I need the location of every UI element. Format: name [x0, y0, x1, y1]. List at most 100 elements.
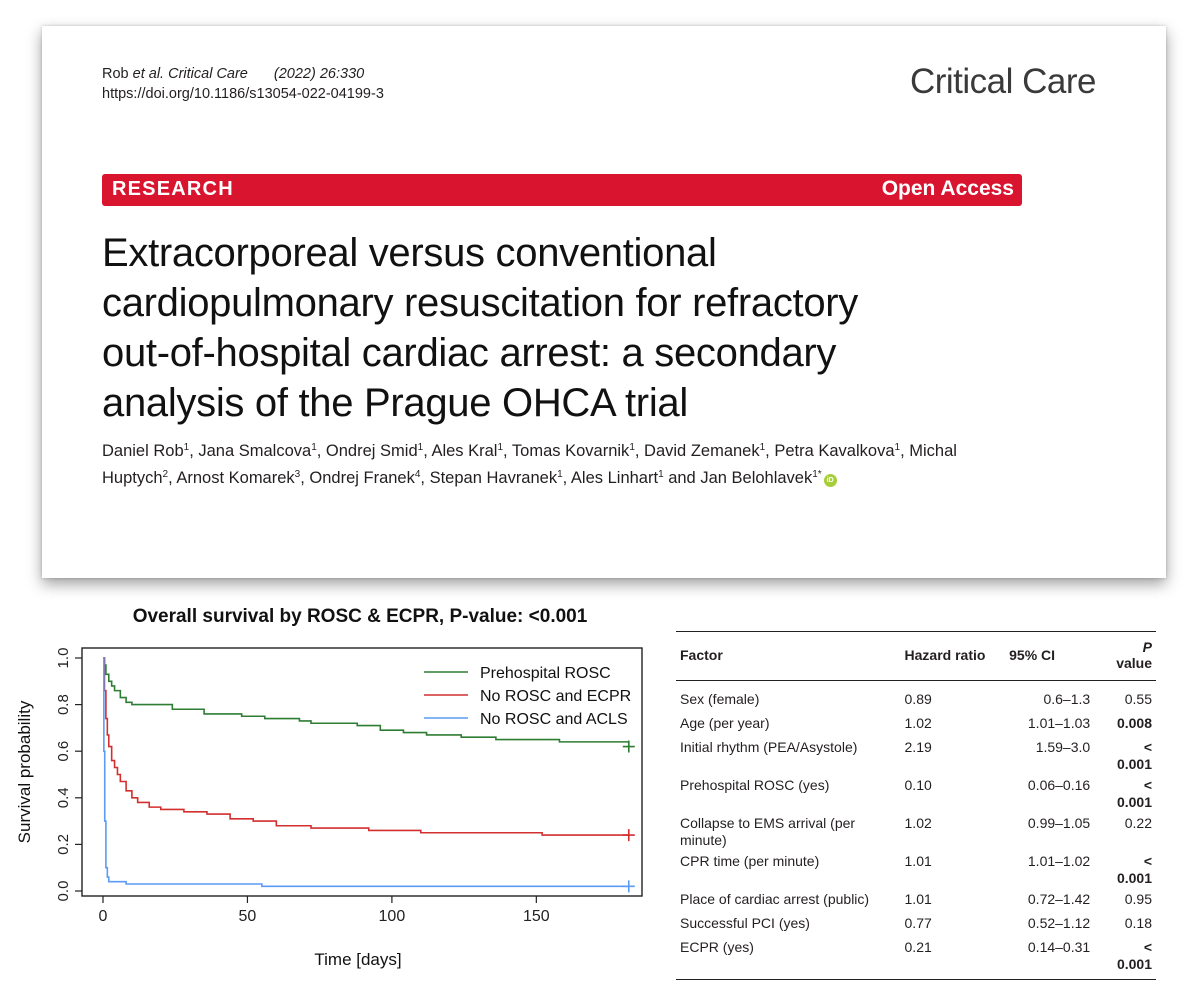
author-name[interactable]: Ales Linhart	[570, 469, 659, 487]
author-name[interactable]: Petra Kavalkova	[774, 442, 895, 460]
table-row: Prehospital ROSC (yes) 0.10 0.06–0.16 < 0.0…	[676, 775, 1156, 813]
author-name[interactable]: Ondrej Smid	[325, 442, 418, 460]
factor-cell: ECPR (yes)	[676, 937, 901, 980]
hazard-ratio-cell: 1.02	[904, 715, 932, 731]
y-tick-label: 0.0	[55, 881, 72, 902]
author-affiliation: 1	[894, 442, 901, 453]
ci-cell: 0.6–1.3	[1043, 691, 1091, 707]
section-banner: RESEARCH Open Access	[102, 174, 1022, 206]
hazard-ratio-table: Factor Hazard ratio 95% CI P value Sex (…	[676, 631, 1156, 980]
author-affiliation: 3	[294, 469, 301, 480]
header-hazard-ratio: Hazard ratio	[900, 631, 992, 681]
table-row: Sex (female) 0.89 0.6–1.3 0.55	[676, 681, 1156, 714]
author-separator: ,	[189, 442, 199, 460]
orcid-icon[interactable]: iD	[823, 474, 837, 487]
ci-cell: 1.01–1.03	[1027, 715, 1091, 731]
p-value-cell: 0.008	[1116, 715, 1152, 731]
table-header-row: Factor Hazard ratio 95% CI P value	[676, 631, 1156, 681]
table-row: CPR time (per minute) 1.01 1.01–1.02 < 0.00…	[676, 851, 1156, 889]
citation-authors: Rob	[102, 66, 129, 82]
x-axis-label: Time [days]	[314, 950, 401, 969]
hazard-ratio-cell: 0.10	[904, 777, 932, 793]
author-list: Daniel Rob1, Jana Smalcova1, Ondrej Smid…	[102, 438, 1032, 492]
ci-cell: 0.06–0.16	[1027, 777, 1091, 793]
author-name[interactable]: Jan Belohlavek	[700, 469, 813, 487]
ci-cell: 0.99–1.05	[1027, 815, 1091, 831]
author-affiliation: 1	[497, 442, 504, 453]
table-row: Collapse to EMS arrival (per minute) 1.02…	[676, 813, 1156, 851]
author-name[interactable]: Stepan Havranek	[429, 469, 558, 487]
header-p: P	[1142, 639, 1152, 655]
header-ci: 95% CI	[991, 631, 1113, 681]
ci-cell: 0.14–0.31	[991, 937, 1113, 980]
author-separator: ,	[503, 442, 512, 460]
table-row: Place of cardiac arrest (public) 1.01 0.72…	[676, 889, 1156, 913]
factor-cell: CPR time (per minute)	[680, 853, 820, 869]
author-separator: ,	[316, 442, 326, 460]
ci-cell: 0.72–1.42	[1027, 891, 1091, 907]
x-tick-label: 0	[99, 908, 108, 925]
citation-block: Rob et al. Critical Care (2022) 26:330 h…	[102, 64, 384, 104]
censor-mark	[622, 829, 635, 842]
survival-chart: 0.0 0.2 0.4 0.6 0.8 1.0 0 50 100 150 Time [days] Su…	[15, 647, 643, 969]
author-name[interactable]: Michal Huptych	[102, 442, 957, 487]
p-value-cell: 0.22	[1124, 815, 1152, 831]
x-tick-label: 50	[239, 908, 257, 925]
table-row: Age (per year) 1.02 1.01–1.03 0.008	[676, 713, 1156, 737]
paper-header-card	[42, 26, 1166, 578]
y-tick-label: 1.0	[55, 648, 72, 669]
y-tick-label: 0.4	[55, 787, 72, 808]
legend-label: No ROSC and ACLS	[480, 711, 628, 728]
header-value: value	[1116, 655, 1152, 671]
author-affiliation: 4	[414, 469, 421, 480]
doi-link[interactable]: https://doi.org/10.1186/s13054-022-04199…	[102, 86, 384, 102]
p-value-cell: < 0.001	[1116, 777, 1152, 810]
author-name[interactable]: Daniel Rob	[102, 442, 184, 460]
author-affiliation: 1	[557, 469, 563, 480]
factor-cell: Place of cardiac arrest (public)	[680, 891, 870, 907]
author-separator: ,	[168, 469, 177, 487]
section-label: RESEARCH	[112, 178, 234, 200]
author-separator: ,	[562, 469, 571, 487]
hazard-ratio-cell: 0.77	[904, 915, 932, 931]
author-name[interactable]: Tomas Kovarnik	[511, 442, 630, 460]
journal-name: Critical Care	[909, 62, 1097, 101]
factor-cell: Initial rhythm (PEA/Asystole)	[680, 739, 858, 755]
author-separator: ,	[765, 442, 775, 460]
p-value-cell: 0.55	[1124, 691, 1152, 707]
hazard-ratio-cell: 0.21	[900, 937, 992, 980]
author-separator: and	[663, 469, 701, 487]
table-body: Sex (female) 0.89 0.6–1.3 0.55 Age (per year…	[676, 681, 1156, 980]
factor-cell: Collapse to EMS arrival (per minute)	[680, 815, 856, 848]
hazard-ratio-cell: 0.89	[904, 691, 932, 707]
y-tick-label: 0.8	[55, 694, 72, 715]
y-axis-label: Survival probability	[15, 700, 34, 843]
author-name[interactable]: Ondrej Franek	[309, 469, 415, 487]
author-name[interactable]: Jana Smalcova	[198, 442, 312, 460]
author-name[interactable]: David Zemanek	[644, 442, 760, 460]
author-name[interactable]: Arnost Komarek	[176, 469, 295, 487]
y-tick-label: 0.6	[55, 741, 72, 762]
survival-curve	[103, 657, 629, 836]
author-name[interactable]: Ales Kral	[431, 442, 498, 460]
p-value-cell: < 0.001	[1112, 937, 1156, 980]
y-tick-label: 0.2	[55, 834, 72, 855]
survival-curve	[103, 657, 630, 747]
author-affiliation: 1	[658, 469, 664, 480]
hazard-ratio-cell: 2.19	[904, 739, 932, 755]
censor-mark	[622, 880, 635, 893]
p-value-cell: < 0.001	[1116, 739, 1152, 772]
author-separator: ,	[634, 442, 645, 460]
factor-cell: Successful PCI (yes)	[680, 915, 810, 931]
table-row: Successful PCI (yes) 0.77 0.52–1.12 0.18	[676, 913, 1156, 937]
x-tick-label: 100	[379, 908, 406, 925]
author-affiliation: 1	[183, 442, 190, 453]
factor-cell: Sex (female)	[680, 691, 760, 707]
factor-cell: Prehospital ROSC (yes)	[680, 777, 830, 793]
censor-mark	[622, 740, 635, 753]
ci-cell: 1.01–1.02	[1027, 853, 1091, 869]
ci-cell: 1.59–3.0	[1035, 739, 1091, 755]
p-value-cell: < 0.001	[1116, 853, 1152, 886]
ci-cell: 0.52–1.12	[1027, 915, 1091, 931]
hazard-ratio-cell: 1.01	[904, 853, 932, 869]
